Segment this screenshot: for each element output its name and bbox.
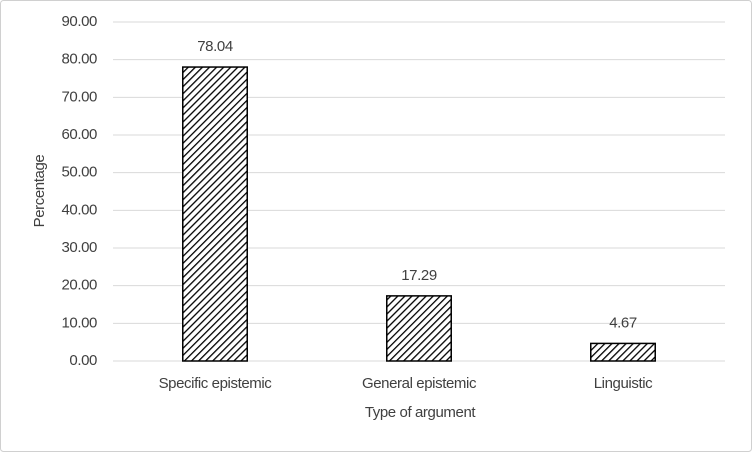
y-tick-label: 40.00 bbox=[61, 201, 97, 218]
data-label: 78.04 bbox=[197, 38, 233, 55]
bar bbox=[386, 295, 452, 362]
y-tick-label: 90.00 bbox=[61, 13, 97, 30]
y-tick-label: 70.00 bbox=[61, 88, 97, 105]
data-label: 17.29 bbox=[401, 267, 437, 284]
x-axis-label: Type of argument bbox=[365, 404, 477, 421]
y-tick-label: 30.00 bbox=[61, 239, 97, 256]
x-tick-label: Specific epistemic bbox=[159, 375, 273, 392]
y-tick-label: 50.00 bbox=[61, 164, 97, 181]
y-axis-label: Percentage bbox=[31, 155, 48, 228]
x-tick-label: Linguistic bbox=[594, 375, 653, 392]
y-tick-label: 0.00 bbox=[69, 352, 97, 369]
data-label: 4.67 bbox=[609, 314, 637, 331]
y-tick-label: 20.00 bbox=[61, 277, 97, 294]
y-tick-label: 80.00 bbox=[61, 51, 97, 68]
y-tick-label: 60.00 bbox=[61, 126, 97, 143]
bar bbox=[182, 66, 248, 362]
bar bbox=[590, 342, 656, 362]
y-tick-label: 10.00 bbox=[61, 314, 97, 331]
x-tick-label: General epistemic bbox=[362, 375, 477, 392]
